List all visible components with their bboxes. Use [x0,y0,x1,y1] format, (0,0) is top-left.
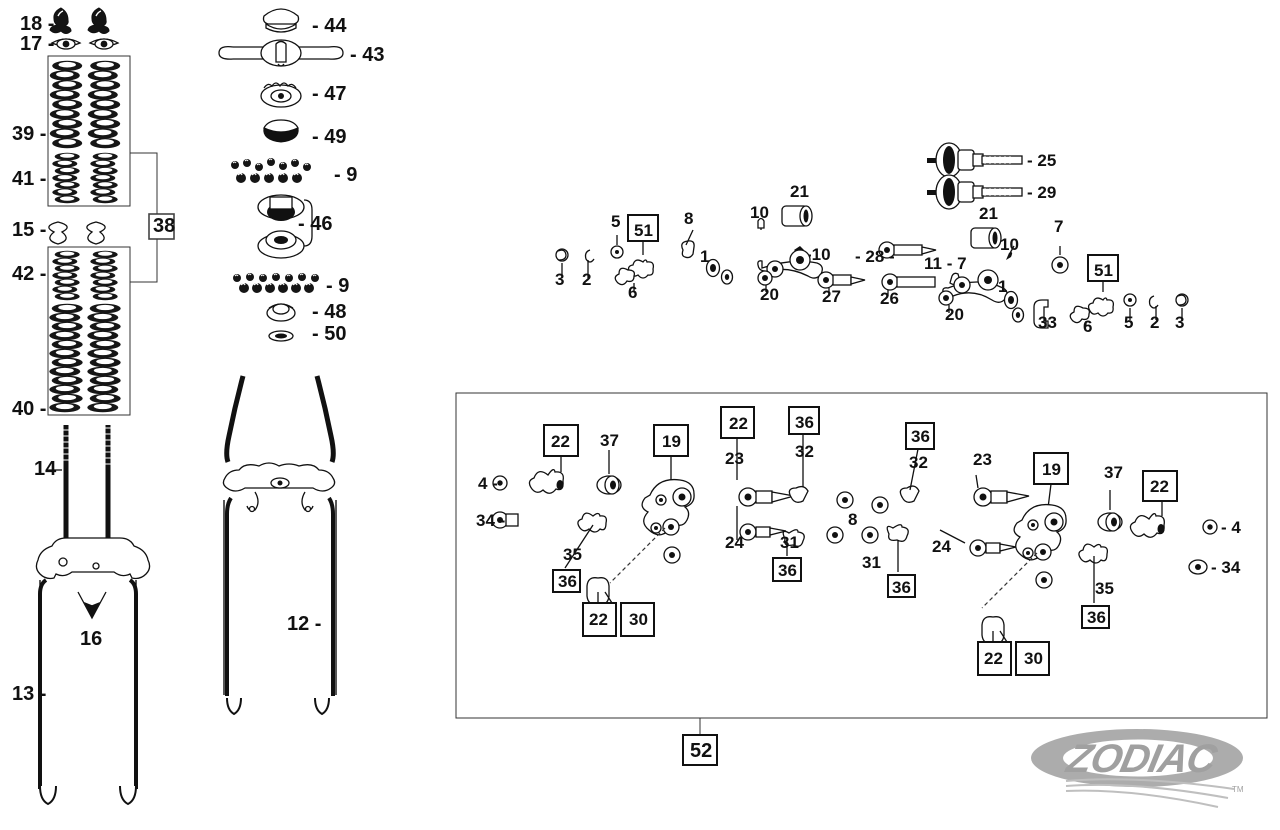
svg-text:30: 30 [1024,649,1043,668]
svg-text:36: 36 [892,578,911,597]
svg-text:7: 7 [1054,217,1063,236]
svg-text:ZODIAC: ZODIAC [1062,735,1222,780]
svg-text:23: 23 [725,449,744,468]
svg-text:51: 51 [634,221,653,240]
svg-text:- 47: - 47 [312,83,346,105]
svg-text:31: 31 [780,533,799,552]
svg-text:37: 37 [600,431,619,450]
svg-text:38: 38 [153,215,175,237]
svg-text:10: 10 [1000,235,1019,254]
svg-text:22: 22 [729,414,748,433]
svg-text:30: 30 [629,610,648,629]
svg-text:2: 2 [582,270,591,289]
svg-text:36: 36 [558,572,577,591]
svg-text:31: 31 [862,553,881,572]
svg-text:23: 23 [973,450,992,469]
svg-text:- 50: - 50 [312,323,346,345]
svg-text:20: 20 [760,285,779,304]
svg-text:- 43: - 43 [350,44,384,66]
svg-text:1: 1 [700,247,709,266]
svg-text:36: 36 [911,427,930,446]
svg-text:TM: TM [1232,785,1244,794]
svg-text:6: 6 [1083,317,1092,336]
svg-text:33: 33 [1038,313,1057,332]
svg-text:10: 10 [750,203,769,222]
svg-text:41 -: 41 - [12,168,46,190]
svg-text:- 49: - 49 [312,126,346,148]
svg-text:6: 6 [628,283,637,302]
svg-text:19: 19 [662,432,681,451]
svg-text:5: 5 [611,212,620,231]
svg-text:21: 21 [790,182,809,201]
svg-text:18 -: 18 - [20,13,54,35]
svg-text:5: 5 [1124,313,1133,332]
svg-text:3: 3 [1175,313,1184,332]
svg-text:- 9: - 9 [326,275,349,297]
svg-text:22: 22 [551,432,570,451]
svg-text:51: 51 [1094,261,1113,280]
svg-text:3: 3 [555,270,564,289]
svg-text:17 -: 17 - [20,33,54,55]
svg-text:19: 19 [1042,460,1061,479]
svg-text:21: 21 [979,204,998,223]
svg-text:20: 20 [945,305,964,324]
svg-text:22: 22 [1150,477,1169,496]
svg-text:15 -: 15 - [12,219,46,241]
svg-text:- 46: - 46 [298,213,332,235]
svg-text:36: 36 [778,561,797,580]
svg-text:22: 22 [984,649,1003,668]
svg-text:39 -: 39 - [12,123,46,145]
svg-text:35: 35 [1095,579,1114,598]
svg-text:40 -: 40 - [12,398,46,420]
svg-text:11 - 7: 11 - 7 [924,254,967,273]
svg-text:- 29: - 29 [1027,183,1056,202]
svg-text:24: 24 [932,537,951,556]
svg-text:36: 36 [795,413,814,432]
svg-text:26: 26 [880,289,899,308]
svg-text:32: 32 [909,453,928,472]
svg-text:35: 35 [563,545,582,564]
svg-text:- 4: - 4 [1221,518,1241,537]
svg-text:8: 8 [684,209,693,228]
svg-text:22: 22 [589,610,608,629]
svg-text:1: 1 [998,277,1007,296]
svg-text:4 -: 4 - [478,474,498,493]
svg-text:16: 16 [80,628,102,650]
svg-text:32: 32 [795,442,814,461]
svg-text:37: 37 [1104,463,1123,482]
svg-text:2: 2 [1150,313,1159,332]
svg-text:14: 14 [34,458,57,480]
svg-text:- 44: - 44 [312,15,347,37]
svg-text:- 48: - 48 [312,301,346,323]
svg-text:8: 8 [848,510,857,529]
svg-text:- 34: - 34 [1211,558,1241,577]
svg-text:42 -: 42 - [12,263,46,285]
svg-text:52: 52 [690,740,712,762]
svg-text:36: 36 [1087,608,1106,627]
svg-text:- 28 -: - 28 - [855,247,895,266]
svg-text:- 9: - 9 [334,164,357,186]
svg-text:27: 27 [822,287,841,306]
svg-text:34 -: 34 - [476,511,505,530]
svg-text:12 -: 12 - [287,613,321,635]
svg-text:13 -: 13 - [12,683,46,705]
svg-text:- 25: - 25 [1027,151,1056,170]
